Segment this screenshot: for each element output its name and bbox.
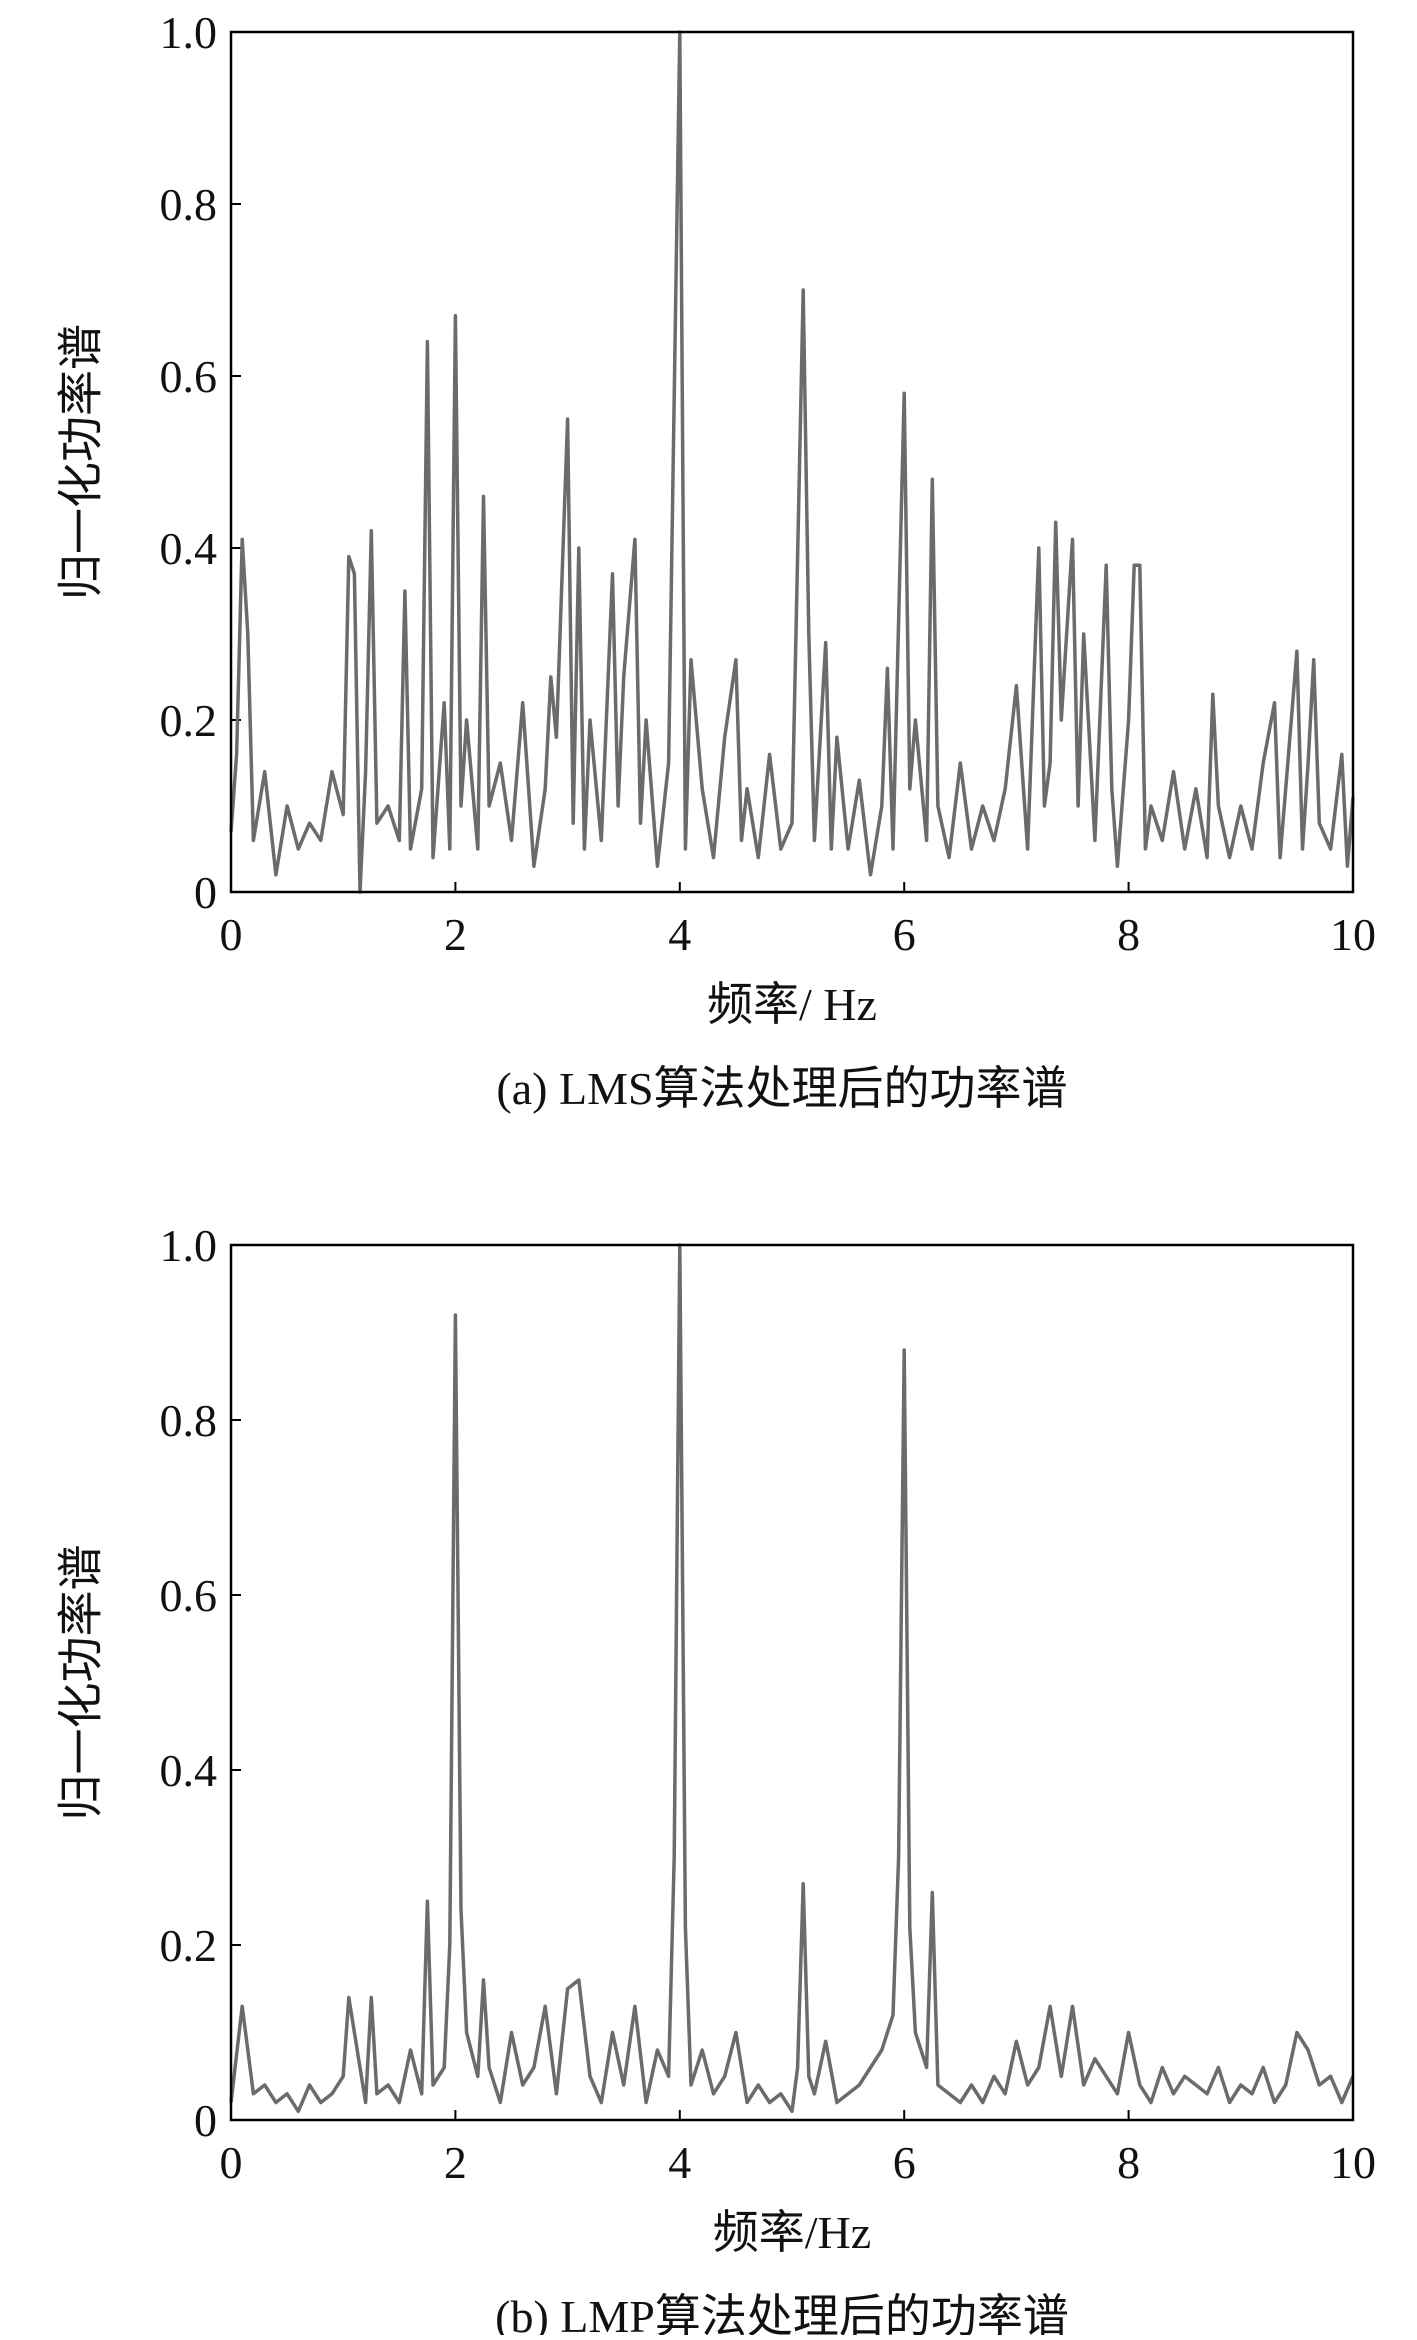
x-tick-label: 2: [444, 909, 467, 960]
x-tick-label: 0: [220, 909, 243, 960]
y-tick-label: 0.8: [160, 179, 218, 230]
plot-frame: [229, 30, 1355, 894]
x-tick-label: 8: [1117, 909, 1140, 960]
y-tick-label: 1.0: [160, 1220, 218, 1271]
x-axis-label: 频率/Hz: [713, 2207, 871, 2258]
y-axis-label: 归一化功率谱: [56, 1545, 107, 1821]
y-tick-label: 0.6: [160, 1570, 218, 1621]
x-tick-label: 4: [668, 909, 691, 960]
spectrum-line: [229, 1243, 1355, 2114]
caption: (a) LMS算法处理后的功率谱: [496, 1063, 1067, 1114]
spectrum-line: [229, 30, 1355, 894]
y-axis-label: 归一化功率谱: [56, 324, 107, 600]
y-tick-label: 0.2: [160, 695, 218, 746]
x-tick-label: 2: [444, 2137, 467, 2188]
x-tick-label: 0: [220, 2137, 243, 2188]
y-tick-label: 0.8: [160, 1395, 218, 1446]
x-tick-label: 10: [1330, 909, 1376, 960]
plot-frame: [229, 1243, 1355, 2122]
y-tick-label: 1.0: [160, 7, 218, 58]
y-tick-label: 0: [194, 867, 217, 918]
x-tick-label: 6: [893, 2137, 916, 2188]
x-tick-label: 4: [668, 2137, 691, 2188]
x-tick-label: 6: [893, 909, 916, 960]
y-tick-label: 0.4: [160, 1745, 218, 1796]
y-tick-label: 0.2: [160, 1920, 218, 1971]
y-tick-label: 0.6: [160, 351, 218, 402]
x-axis-label: 频率/ Hz: [707, 979, 877, 1030]
y-tick-label: 0: [194, 2095, 217, 2146]
x-tick-label: 8: [1117, 2137, 1140, 2188]
x-tick-label: 10: [1330, 2137, 1376, 2188]
y-tick-label: 0.4: [160, 523, 218, 574]
caption: (b) LMP算法处理后的功率谱: [495, 2291, 1069, 2335]
